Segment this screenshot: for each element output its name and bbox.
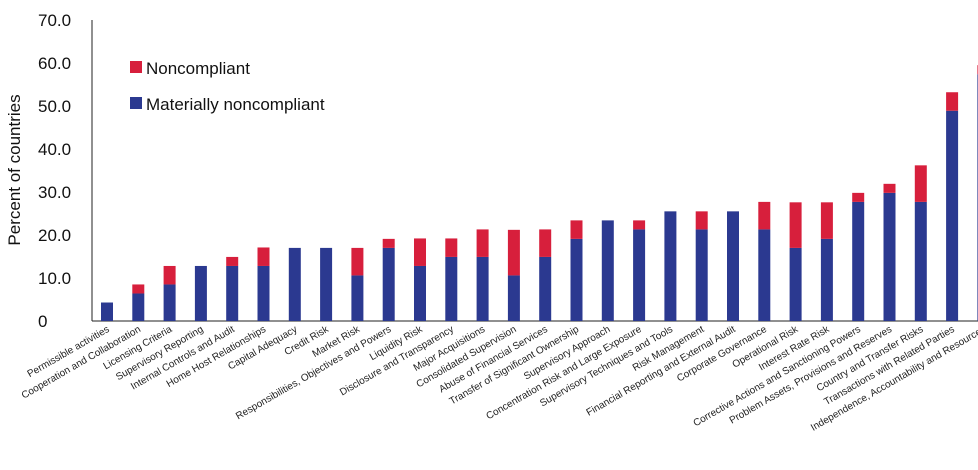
y-tick-label: 0 [38, 312, 47, 331]
bar-materially-noncompliant [914, 201, 927, 321]
bar-materially-noncompliant [946, 110, 959, 321]
y-tick-label: 50.0 [38, 97, 71, 116]
bar-noncompliant [539, 229, 552, 257]
y-tick-label: 40.0 [38, 140, 71, 159]
y-tick-label: 30.0 [38, 183, 71, 202]
y-axis-ticks: 0 10.0 20.0 30.0 40.0 50.0 60.0 70.0 [38, 11, 71, 331]
bar-noncompliant [852, 192, 865, 202]
bar-noncompliant [758, 201, 771, 230]
bar-materially-noncompliant [163, 284, 176, 321]
bar-materially-noncompliant [789, 247, 802, 321]
bar-materially-noncompliant [351, 275, 364, 321]
bar-noncompliant [351, 247, 364, 276]
bar-noncompliant [163, 265, 176, 285]
bar-materially-noncompliant [633, 229, 646, 321]
legend-swatch-materially-noncompliant [130, 97, 142, 109]
bar-materially-noncompliant [570, 238, 583, 321]
bar-noncompliant [883, 183, 896, 193]
bar-noncompliant [476, 229, 489, 257]
bar-materially-noncompliant [257, 265, 270, 321]
bar-noncompliant [257, 247, 270, 266]
bar-materially-noncompliant [101, 302, 113, 321]
bar-materially-noncompliant [320, 247, 333, 321]
bar-noncompliant [414, 238, 426, 266]
bar-noncompliant [946, 92, 959, 111]
bar-materially-noncompliant [664, 211, 677, 321]
bar-noncompliant [570, 220, 583, 239]
bar-materially-noncompliant [758, 229, 771, 321]
bar-materially-noncompliant [132, 293, 145, 321]
bar-noncompliant [445, 238, 458, 257]
legend-label-noncompliant: Noncompliant [146, 59, 250, 78]
bar-materially-noncompliant [445, 256, 458, 321]
y-axis-label: Percent of countries [5, 94, 24, 245]
bar-materially-noncompliant [695, 229, 708, 321]
bar-materially-noncompliant [507, 275, 520, 321]
legend-swatch-noncompliant [130, 61, 142, 73]
bar-noncompliant [789, 202, 802, 248]
bar-materially-noncompliant [539, 256, 552, 321]
legend-label-materially-noncompliant: Materially noncompliant [146, 95, 325, 114]
y-tick-label: 10.0 [38, 269, 71, 288]
bar-materially-noncompliant [414, 265, 426, 321]
bar-materially-noncompliant [601, 220, 614, 321]
bar-noncompliant [695, 211, 708, 230]
bar-noncompliant [226, 256, 239, 266]
bar-materially-noncompliant [382, 247, 395, 321]
y-tick-label: 70.0 [38, 11, 71, 30]
bar-materially-noncompliant [852, 201, 865, 321]
bar-materially-noncompliant [476, 256, 489, 321]
y-tick-label: 60.0 [38, 54, 71, 73]
bar-materially-noncompliant [194, 265, 207, 321]
bar-materially-noncompliant [883, 192, 896, 321]
bar-noncompliant [820, 202, 833, 239]
bar-noncompliant [914, 165, 927, 202]
bar-materially-noncompliant [820, 238, 833, 321]
bar-materially-noncompliant [288, 247, 301, 321]
bar-noncompliant [507, 229, 520, 276]
bar-noncompliant [382, 238, 395, 248]
bars-group [101, 65, 978, 322]
y-tick-label: 20.0 [38, 226, 71, 245]
bar-noncompliant [132, 284, 145, 294]
bar-materially-noncompliant [226, 265, 239, 321]
legend: Noncompliant Materially noncompliant [130, 59, 325, 114]
bar-noncompliant [633, 220, 646, 230]
bar-materially-noncompliant [727, 211, 739, 321]
